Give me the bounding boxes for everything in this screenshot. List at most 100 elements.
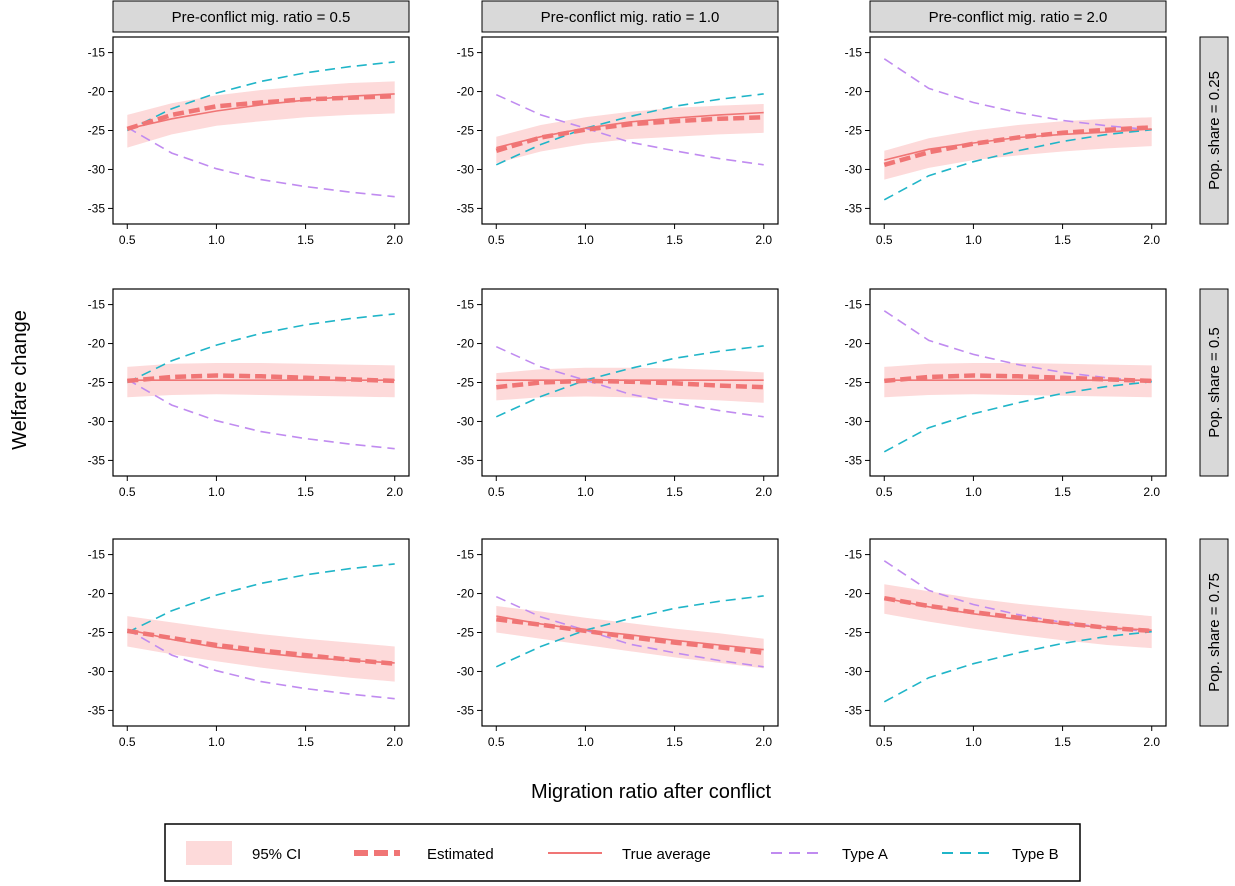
y-tick-label: -30 xyxy=(88,162,106,176)
x-tick-label: 0.5 xyxy=(119,485,136,499)
y-tick-label: -25 xyxy=(88,124,106,138)
row-strip-1 xyxy=(1199,288,1229,477)
y-tick-label: -20 xyxy=(845,85,863,99)
x-tick-label: 1.5 xyxy=(666,735,683,749)
x-tick-label: 0.5 xyxy=(119,233,136,247)
type-a-line xyxy=(126,126,395,198)
y-tick-label: -15 xyxy=(845,46,863,60)
panel-series xyxy=(495,345,764,418)
y-tick-label: -30 xyxy=(457,664,475,678)
x-tick-label: 0.5 xyxy=(876,735,893,749)
y-tick-label: -15 xyxy=(88,46,106,60)
panel-r0-c1: -15 -20 -25 -30 -35 0.5 1.0 1.5 2.0 xyxy=(457,36,779,247)
panel-r2-c2: -15 -20 -25 -30 -35 0.5 1.0 1.5 2.0 xyxy=(845,538,1167,749)
y-tick-label: -15 xyxy=(457,548,475,562)
y-tick-label: -30 xyxy=(457,162,475,176)
y-tick-label: -35 xyxy=(845,453,863,467)
row-strip-label-2: Pop. share = 0.75 xyxy=(1206,573,1223,692)
y-tick-label: -15 xyxy=(457,46,475,60)
y-tick-label: -35 xyxy=(845,201,863,215)
type-b-line xyxy=(495,345,764,418)
type-b-line xyxy=(495,595,764,668)
type-b-line xyxy=(126,313,395,384)
panel-series xyxy=(126,313,395,450)
panel-series xyxy=(883,58,1152,201)
legend-label-type-b: Type B xyxy=(1012,846,1059,863)
col-strip-2 xyxy=(869,0,1167,33)
x-tick-label: 0.5 xyxy=(488,485,505,499)
col-strip-1 xyxy=(481,0,779,33)
panel-series xyxy=(495,595,764,669)
panel-r2-c0: -15 -20 -25 -30 -35 0.5 1.0 1.5 2.0 xyxy=(88,538,410,749)
y-tick-label: -25 xyxy=(457,626,475,640)
y-tick-label: -35 xyxy=(88,453,106,467)
x-tick-label: 1.5 xyxy=(297,735,314,749)
estimated-line xyxy=(883,125,1152,167)
type-a-line xyxy=(126,628,395,700)
estimated-line xyxy=(127,373,395,384)
col-strip-label-0: Pre-conflict mig. ratio = 0.5 xyxy=(172,9,351,26)
ci-ribbon xyxy=(496,104,764,164)
y-tick-label: -35 xyxy=(88,703,106,717)
x-tick-label: 2.0 xyxy=(386,233,403,247)
x-tick-label: 1.0 xyxy=(965,485,982,499)
x-tick-label: 2.0 xyxy=(755,735,772,749)
row-strip-label-0: Pop. share = 0.25 xyxy=(1206,71,1223,190)
x-tick-label: 2.0 xyxy=(1143,485,1160,499)
y-tick-label: -15 xyxy=(845,548,863,562)
panels-layer: -15 -20 -25 -30 -35 0.5 1.0 1.5 2.0 -15 -20 -25 -30 -… xyxy=(88,36,1167,749)
type-a-line xyxy=(495,93,764,166)
x-tick-label: 0.5 xyxy=(488,233,505,247)
panel-r0-c0: -15 -20 -25 -30 -35 0.5 1.0 1.5 2.0 xyxy=(88,36,410,247)
row-strip-label-1: Pop. share = 0.5 xyxy=(1206,327,1223,438)
x-tick-label: 1.5 xyxy=(1054,735,1071,749)
y-tick-label: -25 xyxy=(845,124,863,138)
y-tick-label: -30 xyxy=(845,664,863,678)
x-tick-label: 1.5 xyxy=(297,233,314,247)
x-tick-label: 1.5 xyxy=(1054,485,1071,499)
x-tick-label: 0.5 xyxy=(119,735,136,749)
type-b-line xyxy=(883,630,1152,703)
x-tick-label: 1.0 xyxy=(208,233,225,247)
estimated-line xyxy=(496,378,764,390)
panel-r2-c1: -15 -20 -25 -30 -35 0.5 1.0 1.5 2.0 xyxy=(457,538,779,749)
x-tick-label: 1.5 xyxy=(666,485,683,499)
x-tick-label: 1.0 xyxy=(577,485,594,499)
legend-label-true-average: True average xyxy=(622,846,711,863)
x-tick-label: 2.0 xyxy=(755,233,772,247)
legend-label-type-a: Type A xyxy=(842,846,888,863)
y-tick-label: -15 xyxy=(88,298,106,312)
x-tick-label: 1.5 xyxy=(666,233,683,247)
estimated-line xyxy=(126,628,395,666)
estimated-line xyxy=(495,115,764,153)
legend-label-ci: 95% CI xyxy=(252,846,301,863)
x-tick-label: 0.5 xyxy=(488,735,505,749)
x-axis-title: Migration ratio after conflict xyxy=(531,781,772,803)
y-tick-label: -15 xyxy=(457,298,475,312)
x-tick-label: 2.0 xyxy=(386,485,403,499)
y-tick-label: -15 xyxy=(88,548,106,562)
panel-r1-c2: -15 -20 -25 -30 -35 0.5 1.0 1.5 2.0 xyxy=(845,288,1167,499)
panel-r1-c0: -15 -20 -25 -30 -35 0.5 1.0 1.5 2.0 xyxy=(88,288,410,499)
y-tick-label: -25 xyxy=(457,376,475,390)
y-tick-label: -20 xyxy=(457,587,475,601)
y-axis-title: Welfare change xyxy=(9,310,31,450)
legend-key-ci xyxy=(186,841,232,865)
estimated-line xyxy=(884,373,1152,384)
type-a-line xyxy=(495,595,764,668)
panel-series xyxy=(883,310,1152,453)
row-strip-0 xyxy=(1199,36,1229,225)
x-tick-label: 1.0 xyxy=(965,233,982,247)
x-tick-label: 2.0 xyxy=(1143,233,1160,247)
x-tick-label: 1.0 xyxy=(577,233,594,247)
y-tick-label: -20 xyxy=(88,85,106,99)
estimated-line xyxy=(883,595,1152,634)
col-strip-0 xyxy=(112,0,410,33)
type-a-line xyxy=(126,378,395,450)
y-tick-label: -20 xyxy=(88,337,106,351)
x-tick-label: 2.0 xyxy=(1143,735,1160,749)
panel-series xyxy=(883,560,1152,703)
ci-ribbon xyxy=(496,367,764,403)
type-b-line xyxy=(126,61,395,132)
